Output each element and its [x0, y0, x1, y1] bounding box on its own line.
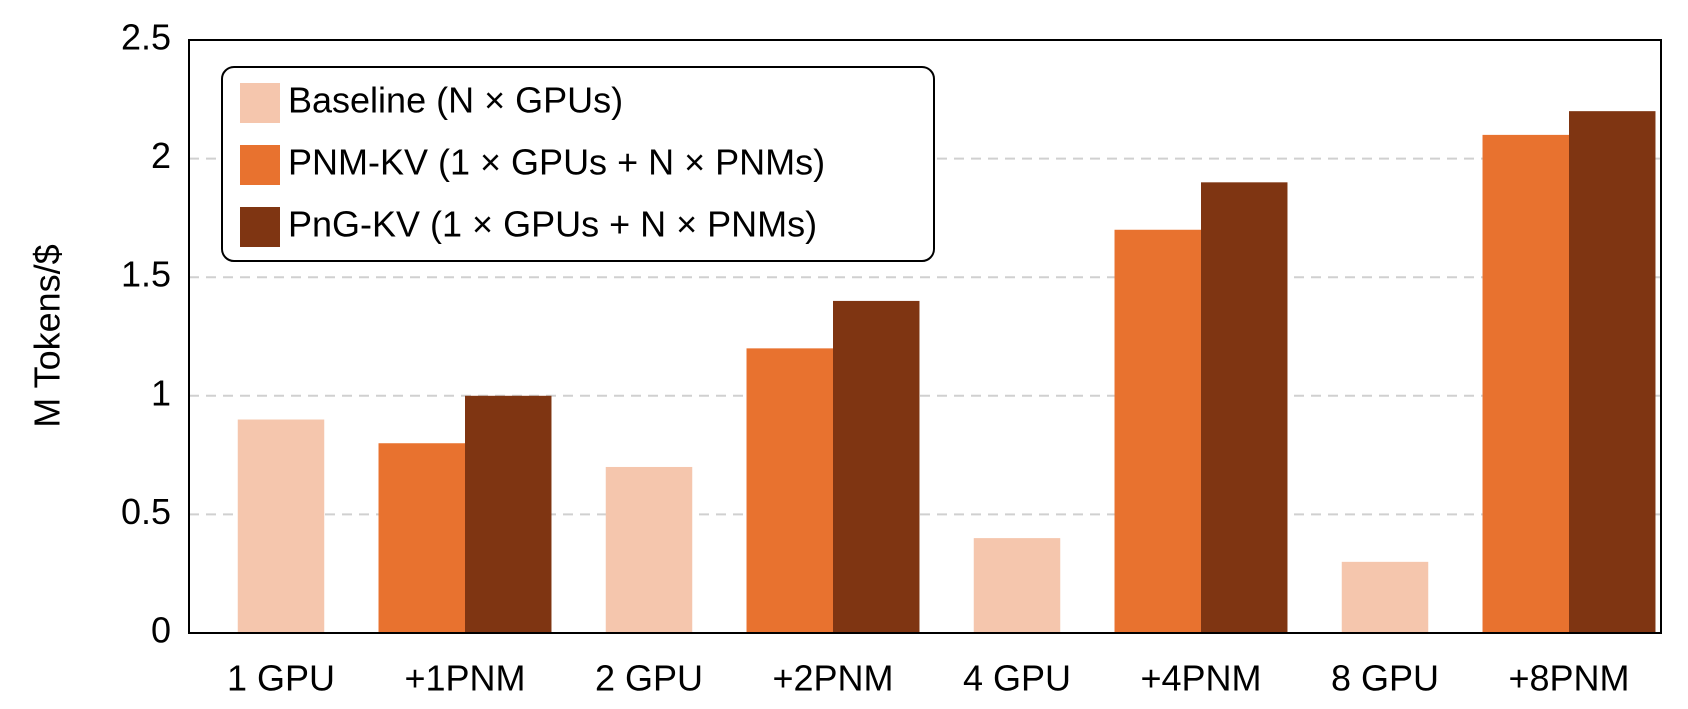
bar	[1114, 229, 1201, 633]
x-tick-label: +1PNM	[404, 658, 525, 699]
bar	[973, 538, 1061, 633]
legend-label: Baseline (N × GPUs)	[288, 80, 623, 121]
y-tick-label: 1	[151, 372, 171, 413]
bar	[1569, 111, 1656, 633]
plot-frame	[188, 39, 1662, 634]
bar	[378, 443, 465, 633]
bar	[746, 348, 833, 633]
y-axis-label: M Tokens/$	[27, 244, 68, 427]
x-tick-label: +4PNM	[1140, 658, 1261, 699]
y-tick-label: 2	[151, 135, 171, 176]
y-tick-label: 0	[151, 610, 171, 651]
bar	[1341, 561, 1429, 633]
x-tick-label: +8PNM	[1508, 658, 1629, 699]
legend-swatch	[240, 207, 280, 247]
bar	[833, 300, 920, 633]
x-tick-label: 8 GPU	[1331, 658, 1439, 699]
x-tick-label: 1 GPU	[227, 658, 335, 699]
legend-swatch	[240, 145, 280, 185]
y-tick-label: 0.5	[121, 491, 171, 532]
bar	[605, 466, 693, 633]
bar	[465, 395, 552, 633]
x-tick-label: 4 GPU	[963, 658, 1071, 699]
y-tick-label: 1.5	[121, 254, 171, 295]
legend-label: PnG-KV (1 × GPUs + N × PNMs)	[288, 204, 817, 245]
legend-swatch	[240, 83, 280, 123]
y-tick-label: 2.5	[121, 17, 171, 58]
x-tick-label: 2 GPU	[595, 658, 703, 699]
bar	[1482, 134, 1569, 633]
legend-box	[221, 66, 935, 262]
legend-label: PNM-KV (1 × GPUs + N × PNMs)	[288, 142, 825, 183]
x-tick-label: +2PNM	[772, 658, 893, 699]
bar	[1201, 182, 1288, 633]
bar	[237, 419, 325, 633]
